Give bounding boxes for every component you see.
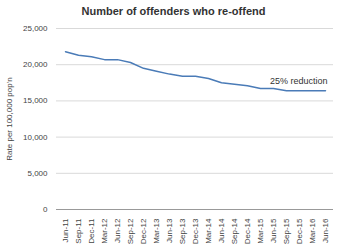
svg-text:25% reduction: 25% reduction <box>270 76 328 86</box>
svg-text:Sep-13: Sep-13 <box>178 218 187 244</box>
svg-text:Dec-13: Dec-13 <box>191 218 200 244</box>
svg-text:Jun-14: Jun-14 <box>217 218 226 243</box>
svg-text:0: 0 <box>43 205 48 214</box>
svg-text:Jun-15: Jun-15 <box>269 218 278 243</box>
svg-text:10,000: 10,000 <box>23 133 48 142</box>
svg-text:Mar-14: Mar-14 <box>204 218 213 244</box>
html-text:Number of offenders who re-off: Number of offenders who re-offend <box>81 5 266 17</box>
svg-text:15,000: 15,000 <box>23 96 48 105</box>
svg-text:Sep-14: Sep-14 <box>230 218 239 244</box>
svg-text:Rate per 100,000 pop'n: Rate per 100,000 pop'n <box>5 77 14 160</box>
svg-text:5,000: 5,000 <box>27 169 48 178</box>
svg-text:Mar-13: Mar-13 <box>152 218 161 244</box>
svg-text:Jun-11: Jun-11 <box>61 218 70 242</box>
svg-text:Dec-11: Dec-11 <box>87 218 96 244</box>
svg-text:Jun-13: Jun-13 <box>165 218 174 243</box>
svg-text:Mar-15: Mar-15 <box>256 218 265 244</box>
svg-text:Dec-12: Dec-12 <box>139 218 148 244</box>
svg-text:Jun-16: Jun-16 <box>321 218 330 243</box>
svg-text:Sep-12: Sep-12 <box>126 218 135 244</box>
svg-text:Mar-12: Mar-12 <box>100 218 109 244</box>
svg-text:Dec-15: Dec-15 <box>295 218 304 244</box>
svg-text:Mar-16: Mar-16 <box>308 218 317 244</box>
svg-text:Jun-12: Jun-12 <box>113 218 122 243</box>
svg-text:Dec-14: Dec-14 <box>243 218 252 244</box>
svg-text:25,000: 25,000 <box>23 24 48 33</box>
svg-text:Sep-11: Sep-11 <box>74 218 83 244</box>
svg-text:Sep-15: Sep-15 <box>282 218 291 244</box>
svg-text:20,000: 20,000 <box>23 60 48 69</box>
